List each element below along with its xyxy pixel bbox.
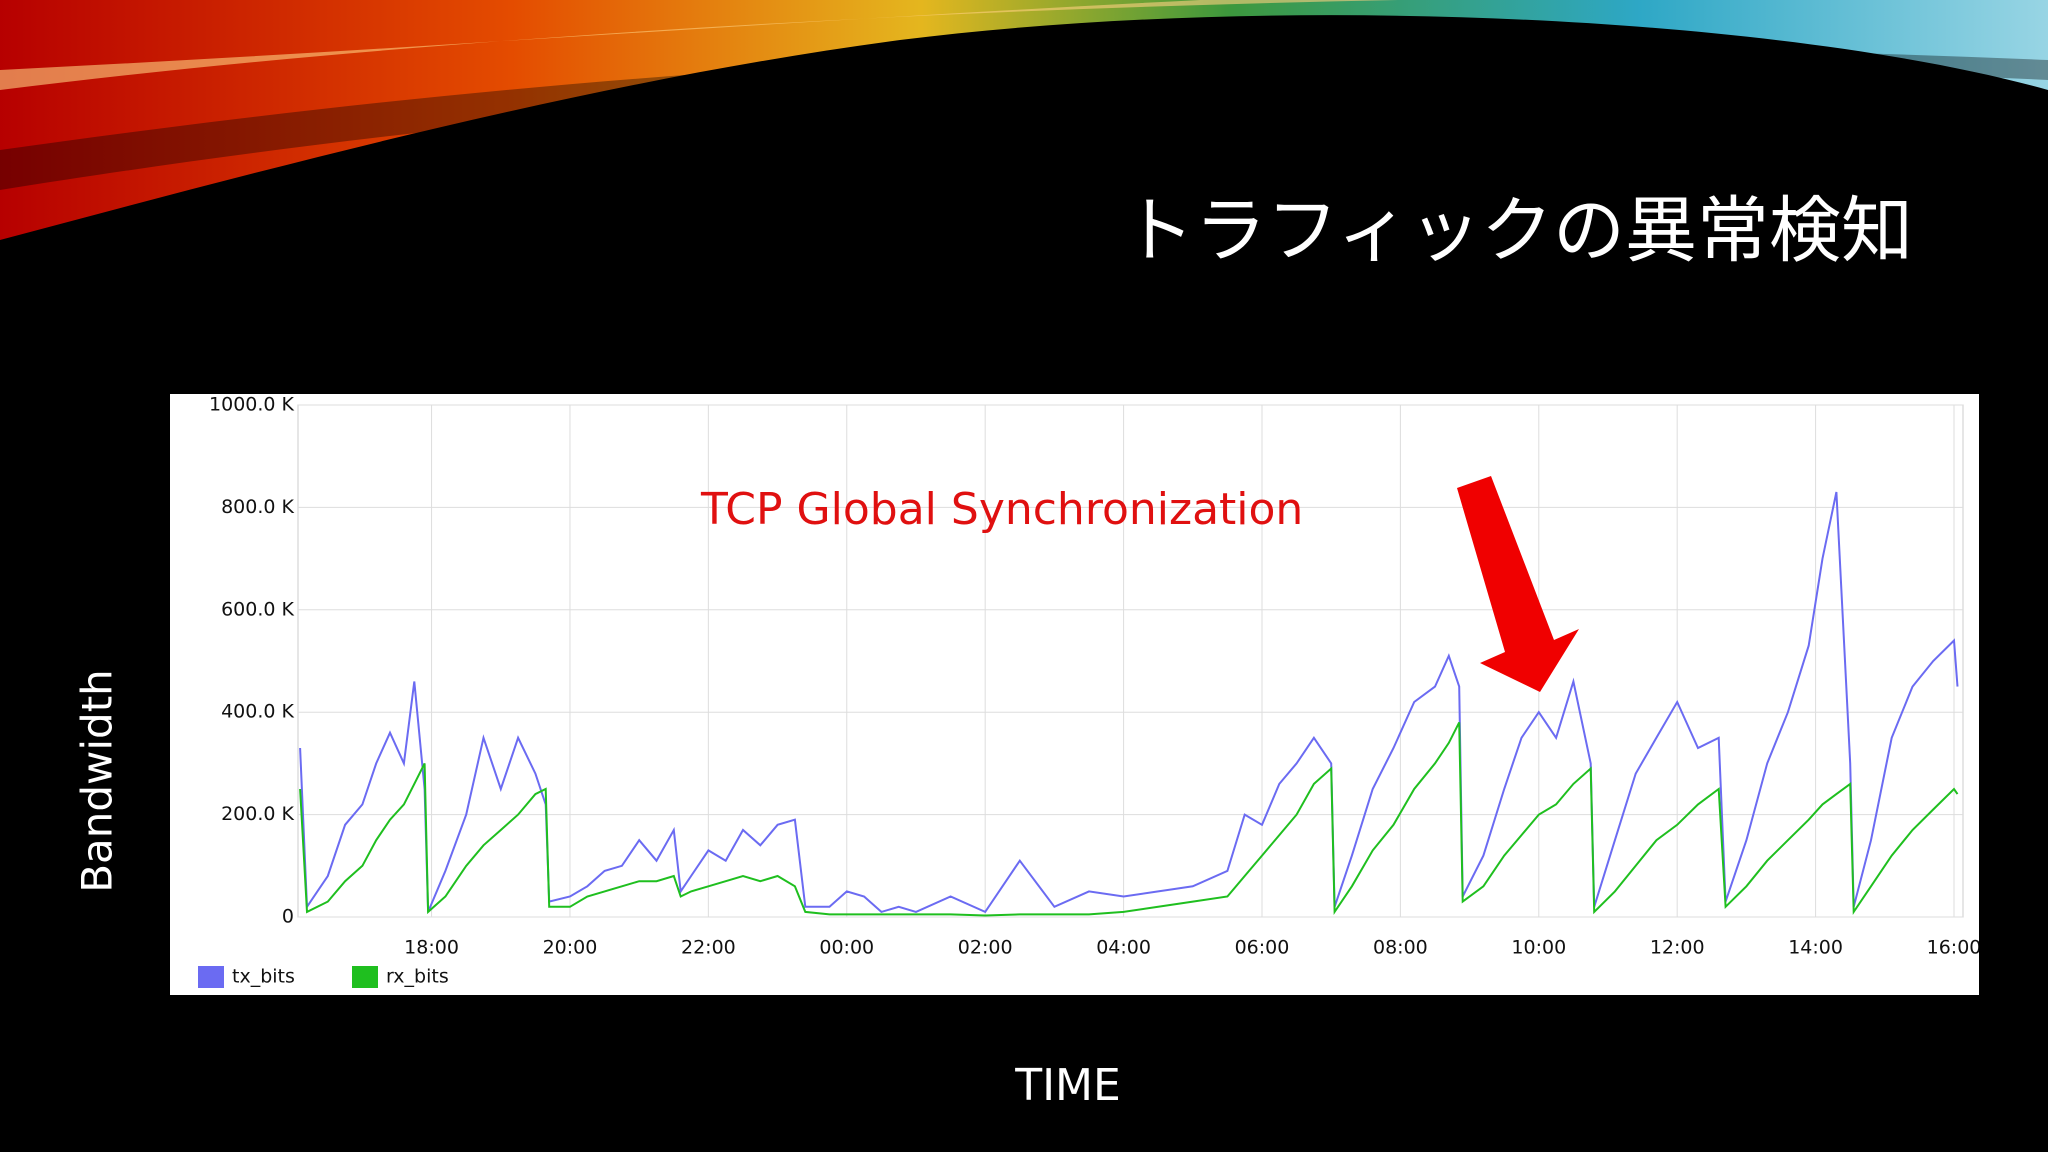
legend-swatch [352,966,378,988]
x-tick-label: 04:00 [1096,937,1151,959]
data-line [299,491,1959,914]
legend-label: tx_bits [232,966,295,988]
plot-area [297,404,1964,918]
x-tick-label: 18:00 [404,937,459,959]
x-tick-label: 10:00 [1511,937,1566,959]
annotation: TCP Global Synchronization [700,484,1303,535]
x-tick-label: 06:00 [1235,937,1290,959]
x-tick-label: 08:00 [1373,937,1428,959]
chart: 0 200.0 K 400.0 K 600.0 K 800.0 K 1000.0 K 18:… [198,394,1982,988]
x-tick-label: 22:00 [681,937,736,959]
legend-label: rx_bits [386,966,449,988]
decoration-swoosh [0,0,2048,240]
y-tick-label: 600.0 K [221,598,294,620]
y-tick-label: 1000.0 K [209,394,295,416]
y-tick-label: 0 [282,906,294,928]
legend-swatch [198,966,224,988]
y-tick-label: 200.0 K [221,803,294,825]
x-tick-label: 14:00 [1788,937,1843,959]
x-tick-label: 20:00 [543,937,598,959]
annotation-arrow [1457,476,1579,692]
y-tick-label: 800.0 K [221,496,294,518]
x-axis-title: TIME [1014,1060,1121,1111]
x-tick-label: 00:00 [819,937,874,959]
data-line [299,721,1959,917]
y-tick-label: 400.0 K [221,701,294,723]
x-tick-label: 16:00 [1927,937,1982,959]
slide-title: トラフィックの異常検知 [1122,189,1913,273]
x-tick-label: 02:00 [958,937,1013,959]
y-axis-title: Bandwidth [73,669,122,893]
x-tick-label: 12:00 [1650,937,1705,959]
